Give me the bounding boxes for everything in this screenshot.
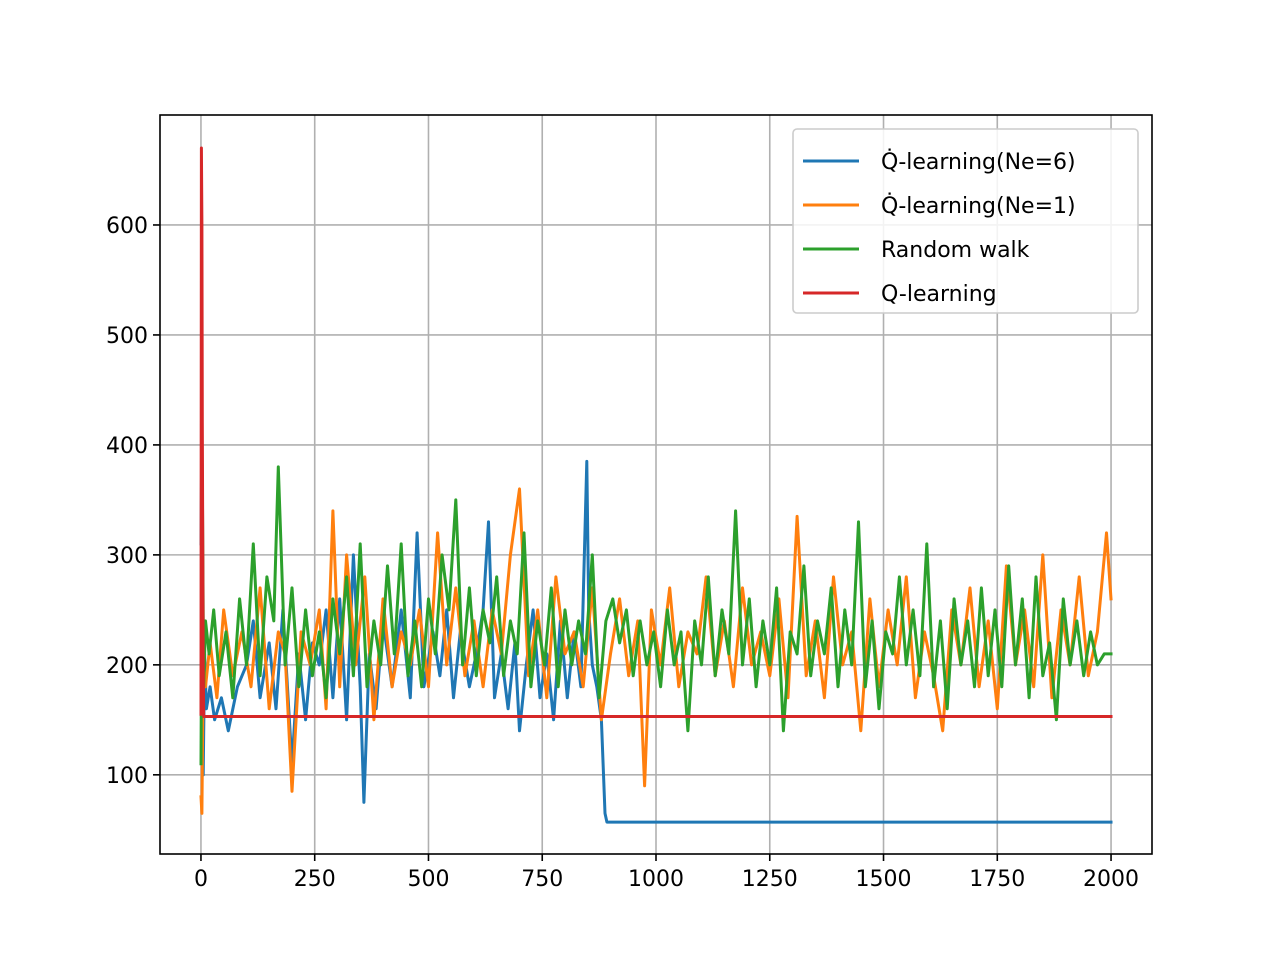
legend-label: Random walk bbox=[881, 238, 1030, 263]
x-tick-label: 750 bbox=[521, 867, 563, 892]
legend: Q̇-learning(Ne=6) Q̇-learning(Ne=1) Random… bbox=[792, 128, 1139, 314]
series-lines bbox=[199, 146, 1113, 824]
x-tick-label: 2000 bbox=[1083, 867, 1139, 892]
axes: 0 250 500 750 1000 1250 1500 1750 2000 100 200 300 4… bbox=[106, 214, 1139, 892]
x-tick-label: 250 bbox=[294, 867, 336, 892]
x-tick-label: 1500 bbox=[856, 867, 912, 892]
y-tick-label: 400 bbox=[106, 434, 148, 459]
x-tick-label: 500 bbox=[407, 867, 449, 892]
x-tick-label: 1000 bbox=[628, 867, 684, 892]
y-tick-label: 600 bbox=[106, 214, 148, 239]
x-tick-label: 0 bbox=[194, 867, 208, 892]
series-line-0 bbox=[199, 421, 1113, 824]
x-tick-label: 1250 bbox=[742, 867, 798, 892]
legend-box bbox=[792, 128, 1139, 314]
y-tick-label: 300 bbox=[106, 544, 148, 569]
x-tick-label: 1750 bbox=[969, 867, 1025, 892]
y-tick-label: 500 bbox=[106, 324, 148, 349]
y-tick-label: 200 bbox=[106, 654, 148, 679]
y-tick-label: 100 bbox=[106, 764, 148, 789]
legend-label: Q̇-learning(Ne=6) bbox=[881, 149, 1076, 175]
series-line-2 bbox=[199, 465, 1113, 766]
legend-label: Q-learning bbox=[881, 282, 997, 307]
plot-frame bbox=[159, 114, 1153, 855]
series-line-3 bbox=[199, 146, 1113, 718]
legend-label: Q̇-learning(Ne=1) bbox=[881, 193, 1076, 219]
